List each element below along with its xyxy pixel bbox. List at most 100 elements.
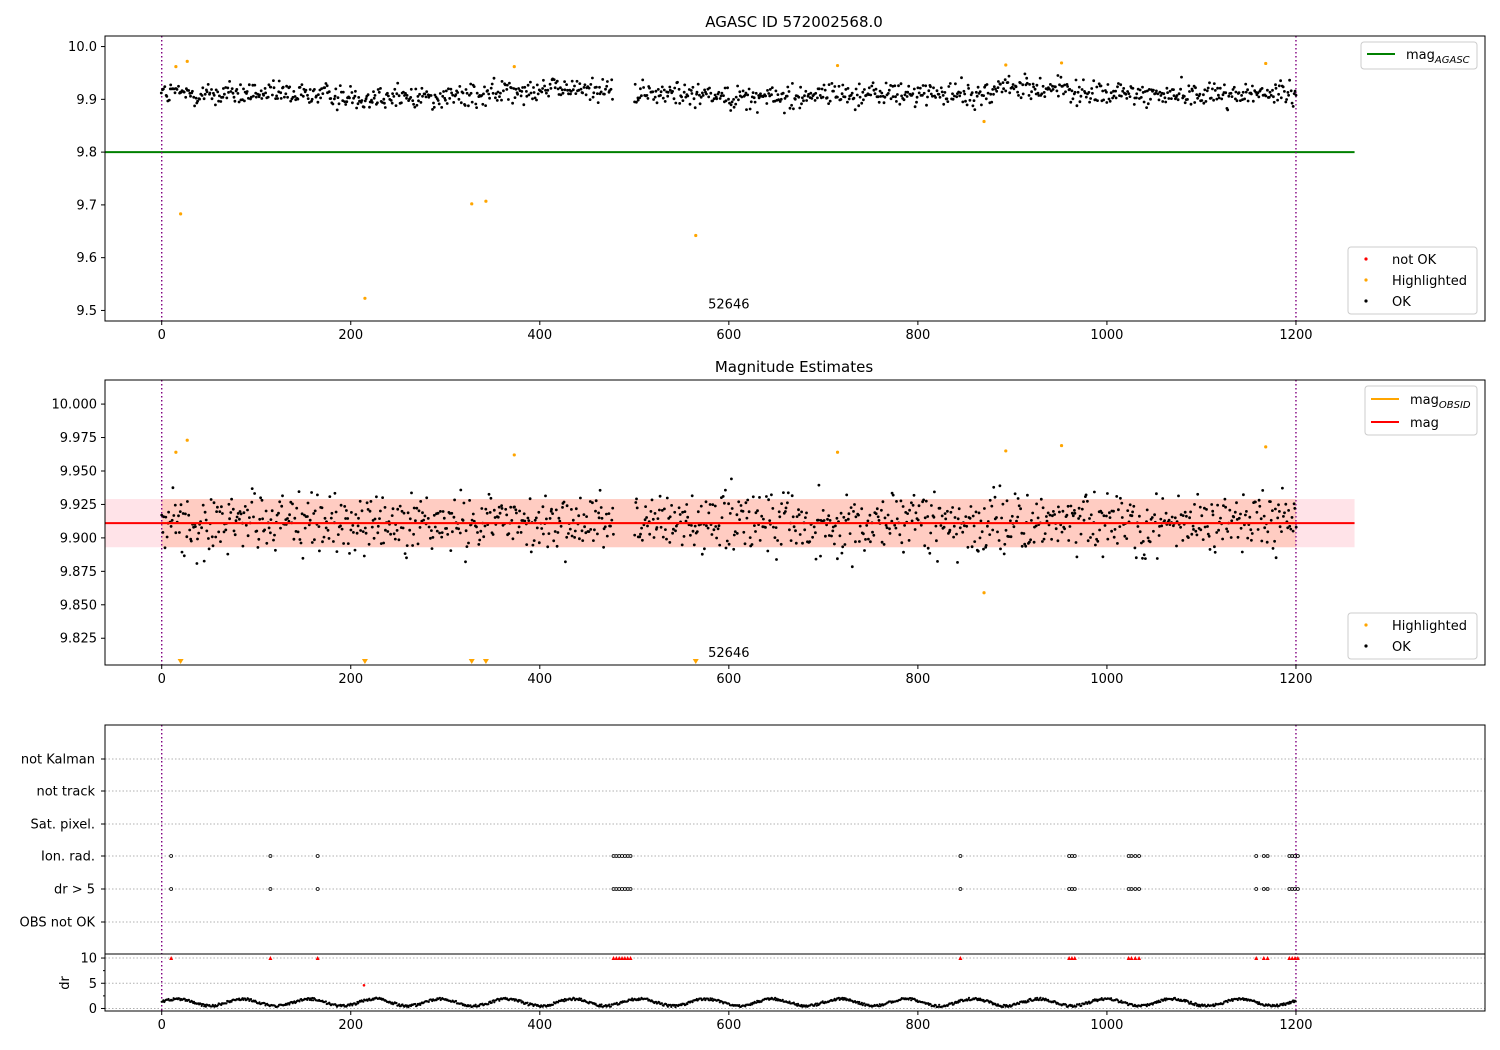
ok-point xyxy=(241,544,245,548)
ok-point xyxy=(1274,86,1278,90)
dr-capped-marker xyxy=(1072,956,1077,961)
ok-point xyxy=(887,88,891,92)
flag-row-label: not Kalman xyxy=(21,753,95,768)
ok-point xyxy=(830,534,833,538)
ok-point xyxy=(877,519,881,522)
ok-point xyxy=(1152,529,1155,533)
ok-point xyxy=(1128,503,1132,507)
ok-point xyxy=(300,512,304,516)
highlighted-point xyxy=(982,591,986,595)
ok-point xyxy=(1002,552,1006,556)
ok-point xyxy=(1124,92,1128,96)
ok-point xyxy=(1155,89,1158,93)
ok-point xyxy=(600,516,604,520)
ok-point xyxy=(1041,84,1045,88)
ok-point xyxy=(442,516,446,520)
ok-point xyxy=(730,477,733,481)
ok-point xyxy=(948,82,952,85)
ok-point xyxy=(441,510,445,513)
ok-point xyxy=(250,487,254,490)
ok-point xyxy=(649,510,653,513)
ok-point xyxy=(1189,102,1193,106)
ok-point xyxy=(418,526,422,529)
ok-point xyxy=(1076,90,1080,94)
ok-point xyxy=(505,83,509,87)
dr-point xyxy=(427,1000,430,1004)
ok-point xyxy=(218,510,222,513)
ok-point xyxy=(419,500,423,503)
ok-point xyxy=(1024,544,1028,548)
ok-point xyxy=(324,526,328,530)
panel2-vertical-markers xyxy=(161,380,1297,665)
ok-point xyxy=(579,87,583,91)
ok-point xyxy=(341,90,345,94)
dr-point xyxy=(1003,1004,1006,1007)
y-tick-label: 9.5 xyxy=(76,304,97,319)
ok-point xyxy=(884,81,888,85)
ok-point xyxy=(517,87,520,90)
ok-point xyxy=(828,519,832,522)
ok-point xyxy=(1268,90,1272,94)
ok-point xyxy=(945,97,949,101)
ok-point xyxy=(918,86,922,90)
ok-point xyxy=(189,539,193,543)
ok-point xyxy=(243,505,247,508)
ok-point xyxy=(556,531,560,534)
flag-event-marker xyxy=(1129,854,1134,858)
ok-point xyxy=(750,543,754,546)
ok-point xyxy=(575,79,579,83)
ok-point xyxy=(1153,513,1156,517)
ok-point xyxy=(219,100,223,103)
ok-point xyxy=(440,531,444,534)
dr-capped-marker xyxy=(614,956,619,961)
ok-point xyxy=(803,94,806,98)
ok-point xyxy=(458,531,462,535)
ok-point xyxy=(547,94,550,98)
ok-point xyxy=(819,554,822,558)
ok-point xyxy=(555,79,559,83)
ok-point xyxy=(356,524,360,528)
ok-point xyxy=(348,552,351,555)
ok-point xyxy=(1073,509,1076,512)
dr-point xyxy=(199,1002,202,1006)
highlighted-point xyxy=(1004,63,1008,67)
ok-point xyxy=(348,96,351,100)
ok-point xyxy=(323,516,327,520)
ok-point xyxy=(1285,98,1288,101)
ok-point xyxy=(251,83,255,87)
ok-point xyxy=(487,92,491,96)
ok-point xyxy=(663,100,667,103)
ok-point xyxy=(1196,96,1199,100)
ok-point xyxy=(383,101,386,105)
ok-point xyxy=(767,92,771,95)
ok-point xyxy=(514,87,518,91)
ok-point xyxy=(1108,99,1112,103)
ok-point xyxy=(324,82,328,85)
ok-point xyxy=(668,88,672,92)
y-tick-label: 9.925 xyxy=(60,498,97,513)
ok-point xyxy=(646,524,649,528)
ok-point xyxy=(880,508,883,512)
ok-point xyxy=(321,92,325,95)
ok-point xyxy=(1281,85,1285,89)
ok-point xyxy=(710,533,714,536)
dr-point xyxy=(755,1001,758,1004)
ok-point xyxy=(783,97,787,100)
ok-point xyxy=(792,525,796,529)
dr-point xyxy=(1078,1002,1081,1006)
x-tick-label: 800 xyxy=(905,328,930,343)
ok-point xyxy=(335,108,339,112)
dr-point xyxy=(1196,1003,1199,1006)
ok-point xyxy=(1047,523,1051,527)
ok-point xyxy=(929,92,933,96)
ok-point xyxy=(1053,513,1056,516)
ok-point xyxy=(751,91,755,94)
highlighted-point xyxy=(1059,443,1064,448)
ok-point xyxy=(522,103,526,107)
ok-point xyxy=(439,510,442,513)
dr-point xyxy=(1070,1004,1073,1007)
ok-point xyxy=(982,94,985,97)
ok-point xyxy=(1166,91,1169,94)
ok-point xyxy=(1175,544,1178,548)
flag-event-marker xyxy=(1129,887,1134,891)
